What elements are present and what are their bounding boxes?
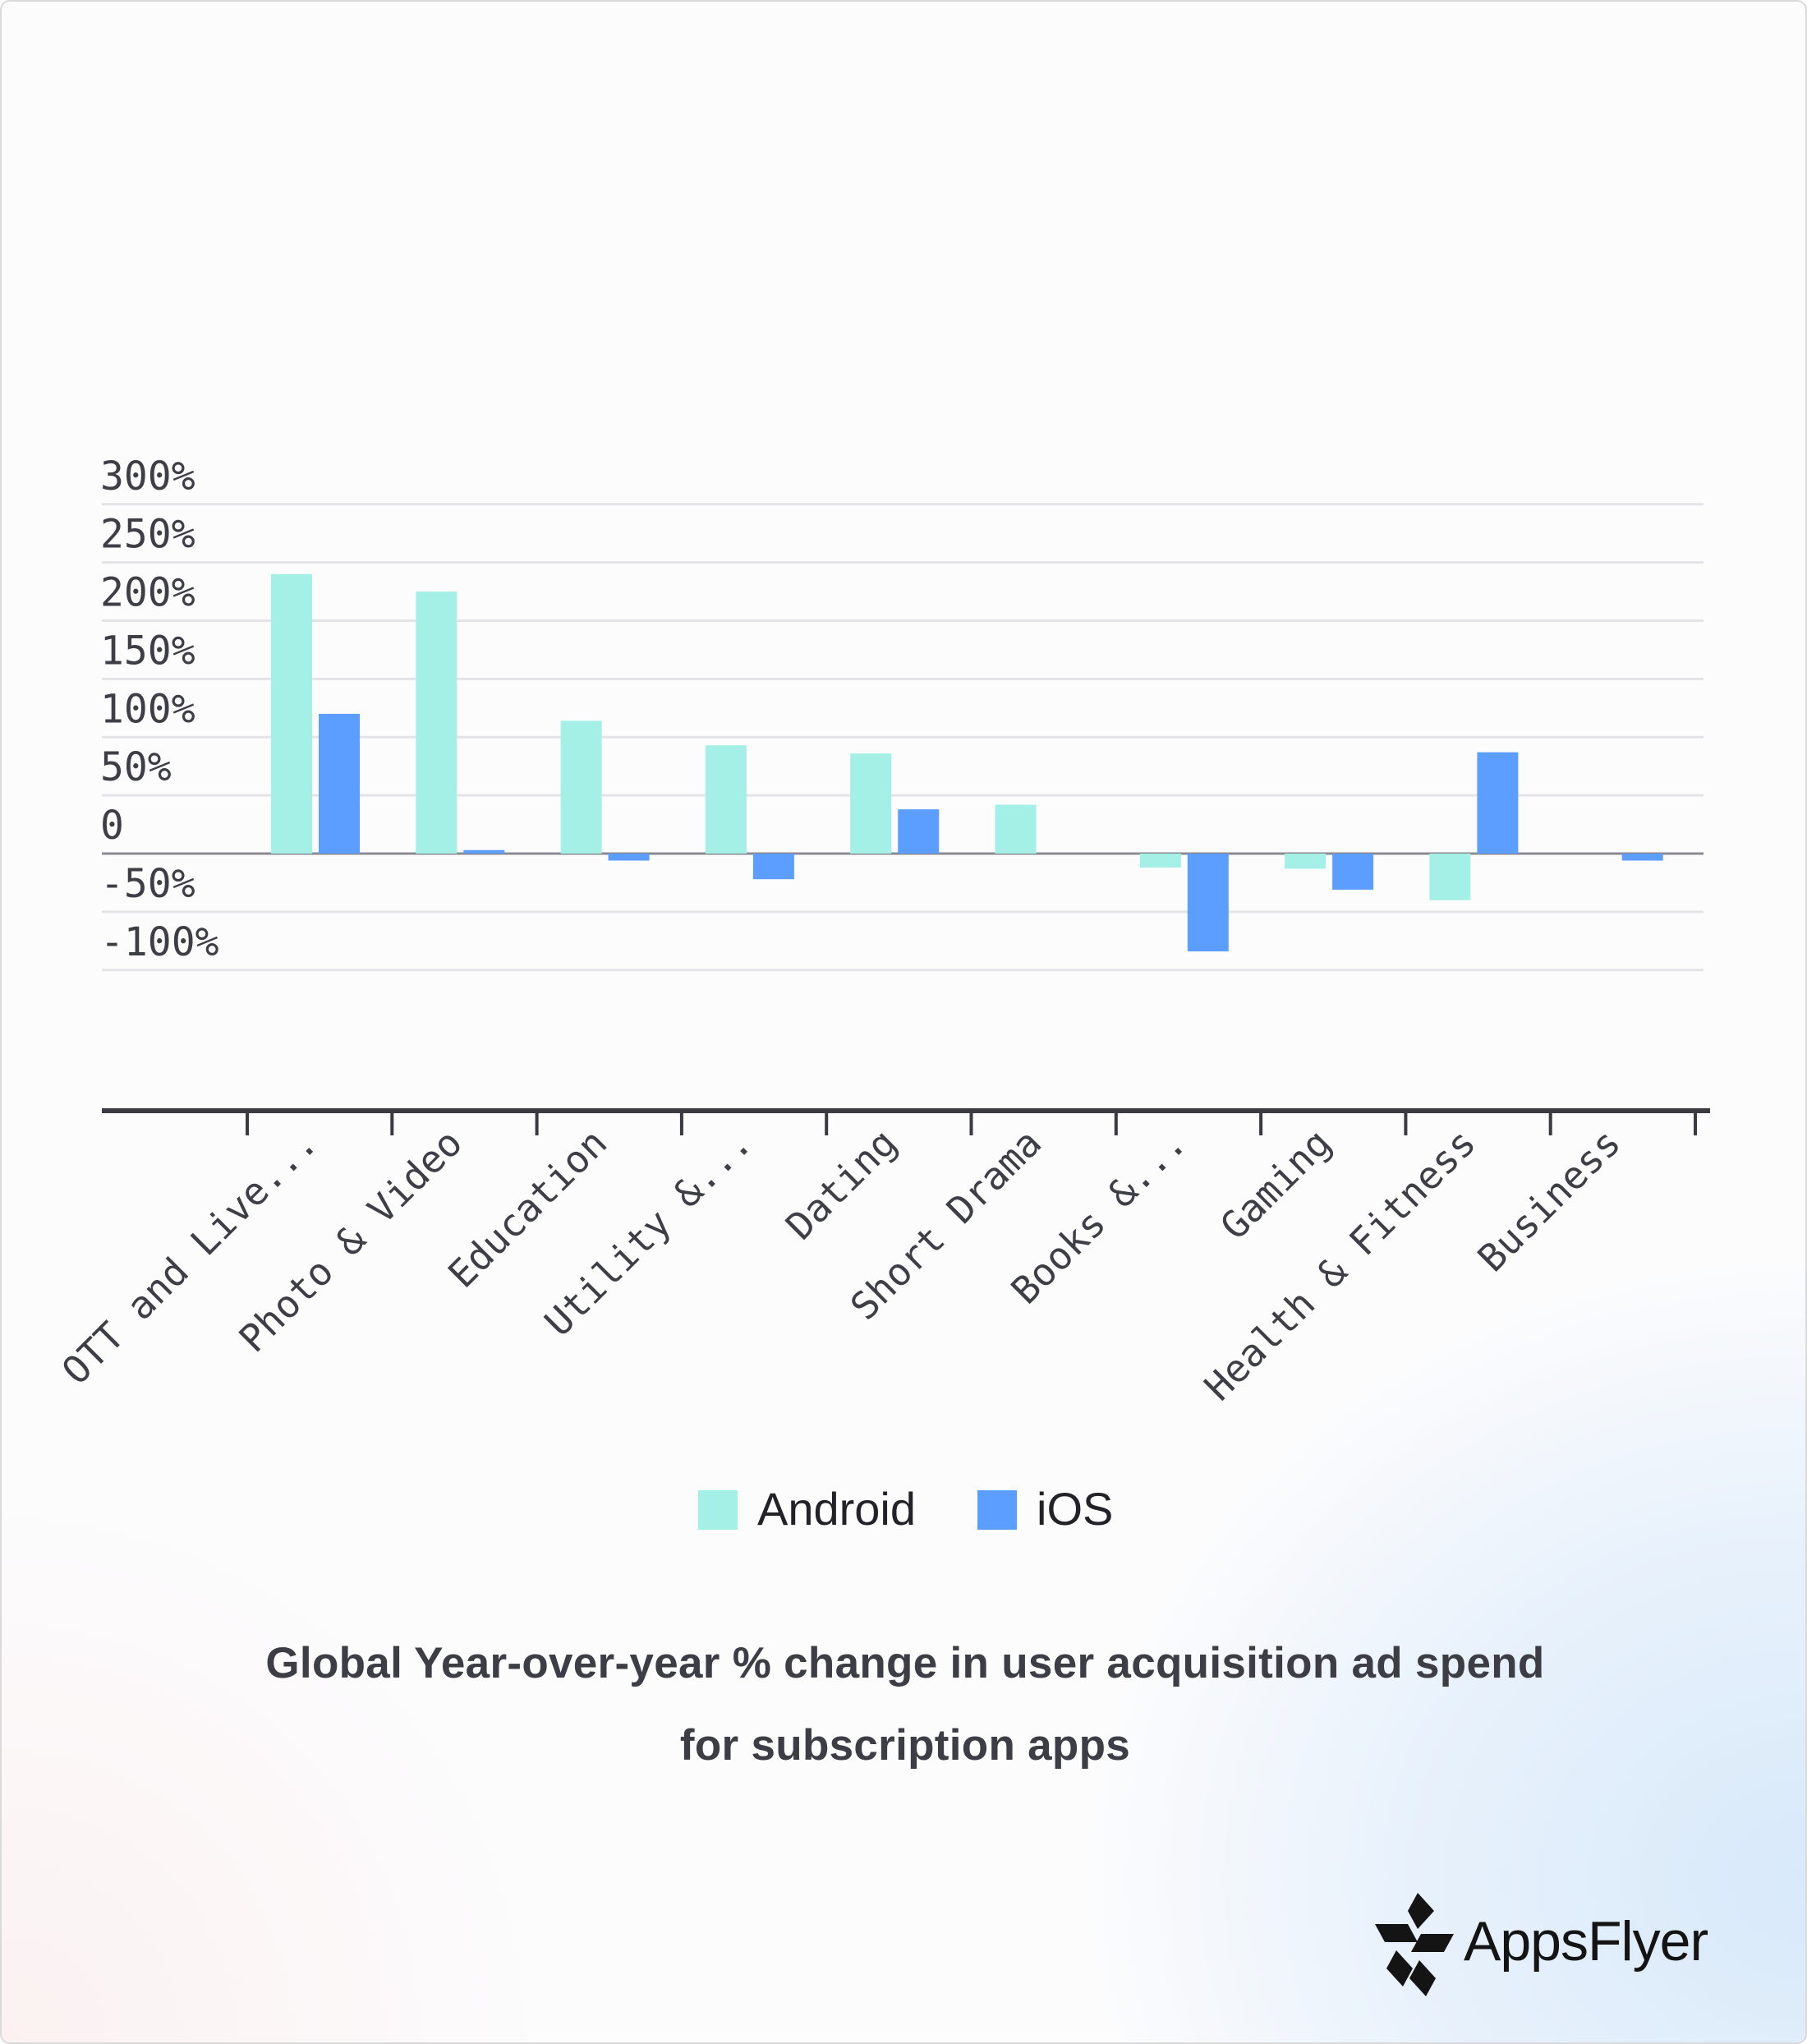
bar-android-ott-and-live [271, 573, 312, 854]
y-tick-label: 250% [100, 512, 195, 558]
y-tick-label: 50% [100, 744, 172, 790]
bar-ios-dating [898, 809, 940, 854]
gridlines [102, 503, 1704, 972]
y-tick-label: 0 [100, 803, 124, 849]
bar-ios-books [1187, 854, 1229, 952]
chart-caption-line-1: Global Year-over-year % change in user a… [265, 1639, 1545, 1687]
bar-android-utility [705, 745, 747, 854]
bar-android-short-drama [995, 804, 1037, 854]
y-tick-label: 200% [100, 570, 195, 616]
bar-ios-education [608, 854, 650, 861]
y-tick-label: 100% [100, 686, 195, 732]
legend-swatch-ios [977, 1490, 1017, 1530]
y-tick-label: 150% [100, 628, 195, 674]
chart-caption-line-2: for subscription apps [679, 1721, 1131, 1770]
x-axis [102, 1108, 1710, 1135]
x-tick-label-dating: Dating [777, 1121, 905, 1249]
x-axis-tick-labels: OTT and Live...Photo & VideoEducationUti… [53, 1121, 1630, 1410]
bar-ios-business [1621, 854, 1663, 861]
bar-android-gaming [1285, 854, 1327, 869]
x-tick-label-health-fitness: Health & Fitness [1196, 1121, 1485, 1410]
legend: Android iOS [698, 1483, 1113, 1535]
x-tick-label-ott-and-live: OTT and Live... [53, 1121, 326, 1393]
legend-label-ios: iOS [1037, 1483, 1113, 1535]
appsflyer-logo-icon [1375, 1893, 1454, 1996]
x-tick-label-business: Business [1469, 1121, 1630, 1281]
legend-label-android: Android [757, 1483, 916, 1535]
bar-ios-utility [752, 854, 794, 880]
appsflyer-logo[interactable]: AppsFlyer [1372, 1891, 1717, 1998]
y-tick-label: -100% [100, 919, 219, 965]
y-tick-label: -50% [100, 861, 195, 907]
y-tick-label: 300% [100, 453, 195, 499]
bar-android-books [1139, 854, 1181, 868]
y-axis-tick-labels: 300% 250% 200% 150% 100% 50% 0 -50% -100% [100, 453, 219, 965]
x-tick-label-gaming: Gaming [1212, 1121, 1340, 1249]
bars [271, 573, 1663, 952]
bar-ios-gaming [1332, 854, 1374, 890]
bar-ios-ott-and-live [319, 713, 360, 854]
bar-chart: 300% 250% 200% 150% 100% 50% 0 -50% -100% OTT an… [53, 453, 1710, 1535]
bar-ios-health-fitness [1477, 752, 1519, 854]
bar-ios-photo-video [463, 849, 505, 854]
legend-swatch-android [698, 1490, 738, 1530]
appsflyer-wordmark: AppsFlyer [1464, 1910, 1708, 1973]
bar-android-education [560, 720, 602, 854]
bar-android-health-fitness [1429, 854, 1471, 900]
bar-android-dating [850, 753, 892, 854]
bar-android-photo-video [416, 592, 457, 854]
